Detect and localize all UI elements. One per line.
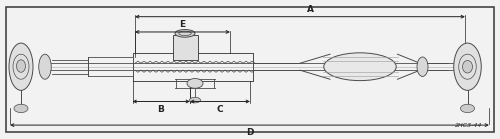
Text: E: E xyxy=(180,20,186,29)
Text: C: C xyxy=(216,105,224,114)
Text: 2HC3-44: 2HC3-44 xyxy=(455,123,482,128)
Ellipse shape xyxy=(175,30,195,37)
Ellipse shape xyxy=(16,60,26,72)
Text: B: B xyxy=(158,105,164,114)
Ellipse shape xyxy=(460,104,474,113)
Ellipse shape xyxy=(454,43,481,90)
Ellipse shape xyxy=(417,57,428,76)
Ellipse shape xyxy=(190,97,200,103)
Ellipse shape xyxy=(324,53,396,81)
Ellipse shape xyxy=(462,60,472,73)
Ellipse shape xyxy=(187,79,203,88)
Bar xyxy=(172,35,198,60)
Text: A: A xyxy=(306,5,314,13)
Text: D: D xyxy=(246,128,254,137)
Ellipse shape xyxy=(39,54,52,79)
Ellipse shape xyxy=(9,43,33,90)
Ellipse shape xyxy=(14,104,28,113)
